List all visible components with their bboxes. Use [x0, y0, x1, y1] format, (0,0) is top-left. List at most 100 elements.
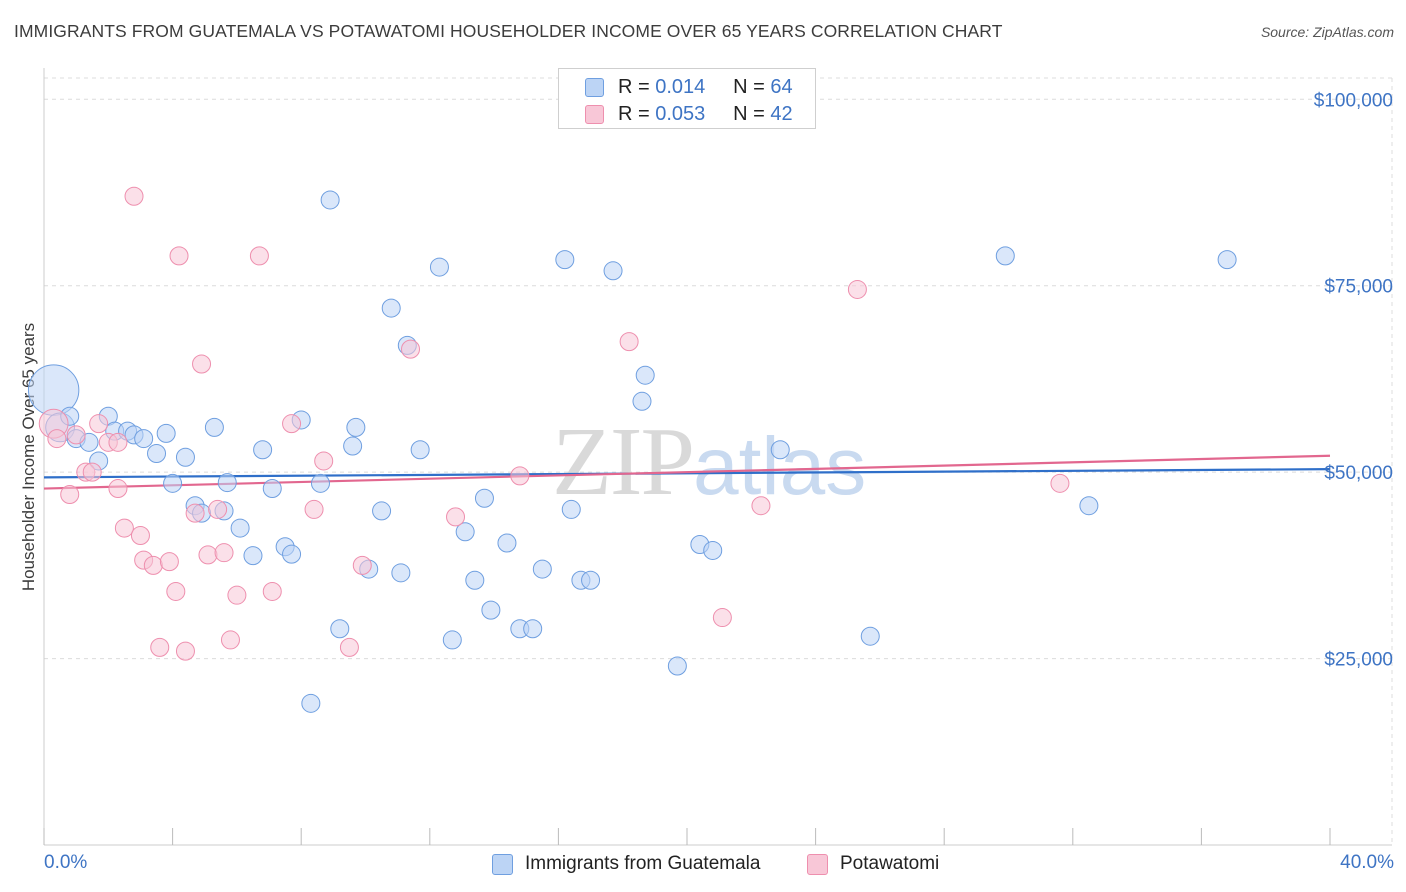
trend-line-guatemala [43, 468, 1331, 479]
point-guatemala [1079, 496, 1099, 516]
point-potawatomi [130, 526, 150, 546]
point-potawatomi [314, 451, 334, 471]
point-potawatomi [108, 432, 128, 452]
point-potawatomi [751, 496, 771, 516]
point-potawatomi [108, 479, 128, 499]
legend-n-label: N = [733, 103, 771, 125]
point-guatemala [555, 250, 575, 270]
point-potawatomi [401, 339, 421, 359]
x-tick-label-min: 0.0% [44, 852, 88, 873]
point-guatemala [163, 473, 183, 493]
point-guatemala [372, 501, 392, 521]
legend-n-label: N = [733, 76, 771, 98]
series-swatch-pink [807, 854, 828, 875]
point-guatemala [474, 488, 494, 508]
point-potawatomi [249, 246, 269, 266]
point-guatemala [497, 533, 517, 553]
watermark: ZIPatlas [552, 404, 866, 518]
series-swatch-blue [492, 854, 513, 875]
y-tick-label: $100,000 [1314, 90, 1393, 111]
point-guatemala [381, 298, 401, 318]
point-guatemala [346, 417, 366, 437]
point-guatemala [217, 473, 237, 493]
point-guatemala [243, 546, 263, 566]
y-tick-label: $50,000 [1324, 463, 1393, 484]
point-guatemala [175, 447, 195, 467]
point-potawatomi [124, 186, 144, 206]
point-guatemala [442, 630, 462, 650]
point-potawatomi [352, 555, 372, 575]
point-guatemala [603, 261, 623, 281]
point-guatemala [230, 518, 250, 538]
point-guatemala [147, 444, 167, 463]
point-guatemala [770, 440, 790, 460]
legend-r-value: 0.014 [655, 76, 706, 98]
y-tick-label: $75,000 [1324, 277, 1393, 298]
point-guatemala [429, 257, 449, 277]
trend-line-potawatomi [43, 454, 1331, 490]
point-guatemala [532, 559, 552, 579]
y-tick-labels: $25,000 $50,000 $75,000 $100,000 [1314, 90, 1393, 670]
point-guatemala [330, 619, 350, 639]
point-potawatomi [159, 552, 179, 572]
point-guatemala [262, 479, 282, 499]
point-potawatomi [214, 543, 234, 563]
point-potawatomi [304, 499, 324, 519]
point-potawatomi [60, 485, 80, 505]
point-guatemala [156, 423, 176, 443]
point-potawatomi [208, 499, 228, 519]
point-guatemala [561, 499, 581, 519]
point-potawatomi [712, 608, 732, 628]
point-guatemala [465, 570, 485, 590]
point-potawatomi [619, 332, 639, 352]
legend-r-label: R = [618, 76, 656, 98]
legend-n-value: 42 [770, 103, 793, 125]
point-potawatomi [227, 585, 247, 605]
point-guatemala [310, 473, 330, 493]
point-potawatomi [262, 581, 282, 601]
y-tick-label: $25,000 [1324, 650, 1393, 671]
series-legend-label: Immigrants from Guatemala [525, 853, 761, 874]
point-potawatomi [89, 414, 109, 434]
point-potawatomi [339, 637, 359, 657]
point-potawatomi [510, 466, 530, 486]
point-guatemala [581, 570, 601, 590]
point-potawatomi [1050, 473, 1070, 493]
point-potawatomi [114, 518, 134, 538]
point-guatemala [204, 417, 224, 437]
point-potawatomi [198, 545, 218, 565]
legend-r-value: 0.053 [655, 103, 706, 125]
grid-lines [44, 77, 1393, 845]
trend-lines [43, 454, 1331, 490]
watermark-atlas: atlas [693, 421, 867, 512]
point-potawatomi [66, 425, 86, 445]
point-guatemala [1217, 250, 1237, 270]
point-guatemala [523, 619, 543, 639]
point-potawatomi [150, 637, 170, 657]
point-potawatomi [169, 246, 189, 266]
point-guatemala [635, 365, 655, 385]
point-guatemala [343, 436, 363, 456]
legend-swatch-pink [585, 105, 604, 124]
point-potawatomi [282, 414, 302, 434]
legend-r-label: R = [618, 103, 656, 125]
source-label: Source: ZipAtlas.com [1260, 24, 1394, 40]
series-legend: Immigrants from Guatemala Potawatomi [0, 850, 1406, 880]
point-potawatomi [166, 581, 186, 601]
correlation-legend: R = 0.014 N = 64 R = 0.053 N = 42 [558, 68, 816, 129]
point-guatemala [282, 544, 302, 564]
chart-title: IMMIGRANTS FROM GUATEMALA VS POTAWATOMI … [14, 21, 1003, 41]
point-guatemala [481, 600, 501, 620]
point-potawatomi [446, 507, 466, 527]
point-guatemala [860, 626, 880, 646]
point-guatemala [995, 246, 1015, 266]
point-potawatomi [47, 429, 67, 449]
point-guatemala [253, 440, 273, 460]
point-guatemala [703, 540, 723, 560]
point-potawatomi [143, 555, 163, 575]
point-guatemala [455, 522, 475, 542]
point-guatemala [301, 693, 321, 713]
point-potawatomi [82, 462, 102, 482]
point-potawatomi [847, 279, 867, 299]
point-potawatomi [220, 630, 240, 650]
